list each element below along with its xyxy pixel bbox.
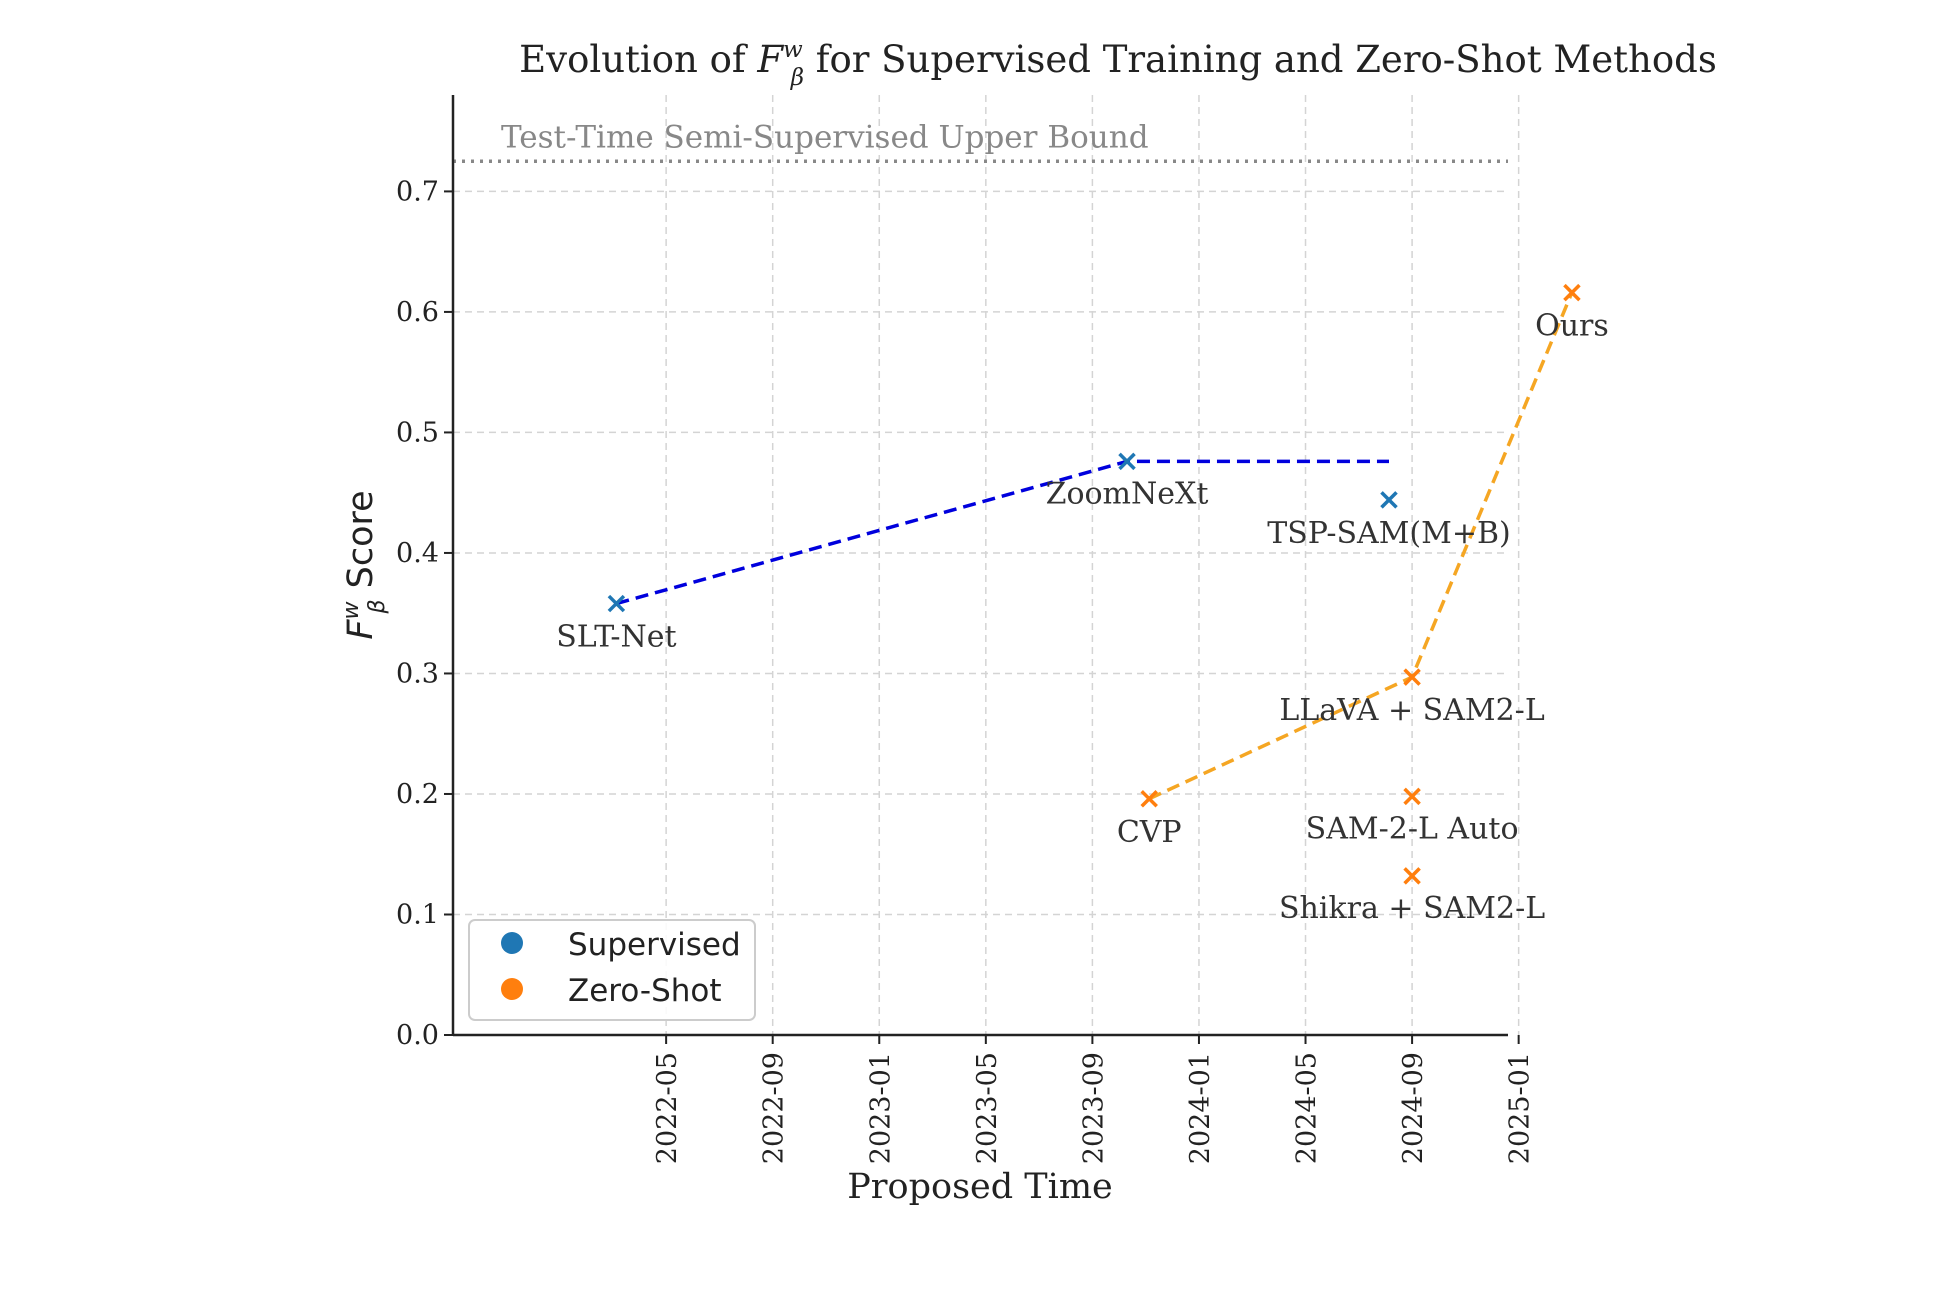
legend-marker-zero-shot xyxy=(501,978,523,1000)
chart-title: Evolution of Fw β for Supervised Training… xyxy=(519,37,1717,91)
upper-bound-group: Test-Time Semi-Supervised Upper Bound xyxy=(453,119,1508,164)
marker-slt-net xyxy=(607,594,626,613)
legend-label-zero-shot: Zero-Shot xyxy=(568,973,722,1009)
x-tick-label: 2023-05 xyxy=(972,1052,1003,1164)
point-label-cvp: CVP xyxy=(1117,815,1182,850)
y-axis-label: Fwβ Score xyxy=(339,490,390,639)
x-tick-label: 2022-05 xyxy=(652,1052,683,1164)
x-tick-label: 2024-05 xyxy=(1292,1052,1323,1164)
marker-zoomnext xyxy=(1118,452,1136,471)
point-label-shikra-sam2-l: Shikra + SAM2-L xyxy=(1279,891,1545,926)
x-tick-label: 2023-01 xyxy=(865,1052,896,1164)
chart-title-sub: β xyxy=(790,65,804,91)
y-tick-label: 0.3 xyxy=(396,658,439,689)
upper-bound-label: Test-Time Semi-Supervised Upper Bound xyxy=(501,119,1149,155)
point-label-tsp-sam-m-b: TSP-SAM(M+B) xyxy=(1267,516,1511,551)
marker-stroke xyxy=(1563,283,1581,302)
y-tick-label: 0.0 xyxy=(396,1020,439,1051)
marker-sam-2-l-auto xyxy=(1403,787,1421,806)
x-tick-label: 2024-09 xyxy=(1398,1052,1429,1164)
y-tick-label: 0.1 xyxy=(396,899,439,930)
x-axis-label: Proposed Time xyxy=(847,1167,1112,1207)
data-markers xyxy=(607,283,1581,885)
marker-stroke xyxy=(1380,491,1398,509)
y-tick-label: 0.7 xyxy=(396,176,439,207)
y-axis-label-symbol: F xyxy=(341,619,381,640)
point-label-zoomnext: ZoomNeXt xyxy=(1046,476,1209,511)
point-labels: SLT-Net ZoomNeXt TSP-SAM(M+B) CVP LLaVA + SA… xyxy=(556,309,1609,926)
marker-llava-sam2-l xyxy=(1403,668,1421,686)
marker-stroke xyxy=(607,594,626,613)
y-axis-label-sub: β xyxy=(365,599,390,614)
point-label-ours: Ours xyxy=(1535,309,1609,344)
y-tick-label: 0.6 xyxy=(396,297,439,328)
marker-ours xyxy=(1563,283,1581,302)
marker-stroke xyxy=(1403,787,1421,806)
marker-stroke xyxy=(1118,452,1136,471)
chart-title-symbol: F xyxy=(756,38,784,81)
tick-labels: 0.0 0.1 0.2 0.3 0.4 0.5 0.6 0.7 2022-05 2022-09 20… xyxy=(396,176,1536,1164)
point-label-slt-net: SLT-Net xyxy=(556,620,676,655)
chart-title-prefix: Evolution of xyxy=(519,38,757,81)
y-tick-label: 0.5 xyxy=(396,417,439,448)
point-label-sam-2-l-auto: SAM-2-L Auto xyxy=(1306,811,1519,846)
point-label-llava-sam2-l: LLaVA + SAM2-L xyxy=(1279,693,1544,728)
marker-stroke xyxy=(1140,790,1158,808)
legend-label-supervised: Supervised xyxy=(568,927,741,963)
legend: Supervised Zero-Shot xyxy=(468,919,756,1021)
marker-stroke xyxy=(1403,867,1421,885)
axes xyxy=(444,95,1520,1044)
grid xyxy=(453,95,1520,1036)
marker-cvp xyxy=(1140,790,1158,808)
x-tick-label: 2022-09 xyxy=(759,1052,790,1164)
y-tick-label: 0.2 xyxy=(396,779,439,810)
legend-frame xyxy=(468,919,756,1021)
y-axis-label-suffix: Score xyxy=(341,490,381,599)
marker-shikra-sam2-l xyxy=(1403,867,1421,885)
x-tick-label: 2025-01 xyxy=(1505,1052,1536,1164)
x-tick-label: 2024-01 xyxy=(1185,1052,1216,1164)
legend-marker-supervised xyxy=(501,932,523,954)
x-tick-label: 2023-09 xyxy=(1078,1052,1109,1164)
marker-stroke xyxy=(1403,668,1421,686)
chart-title-sup: w xyxy=(783,37,803,63)
y-tick-label: 0.4 xyxy=(396,538,439,569)
chart-title-suffix: for Supervised Training and Zero-Shot Me… xyxy=(804,38,1717,81)
y-axis-label-sup: w xyxy=(339,601,364,620)
marker-tsp-sam-m-b xyxy=(1380,491,1398,509)
